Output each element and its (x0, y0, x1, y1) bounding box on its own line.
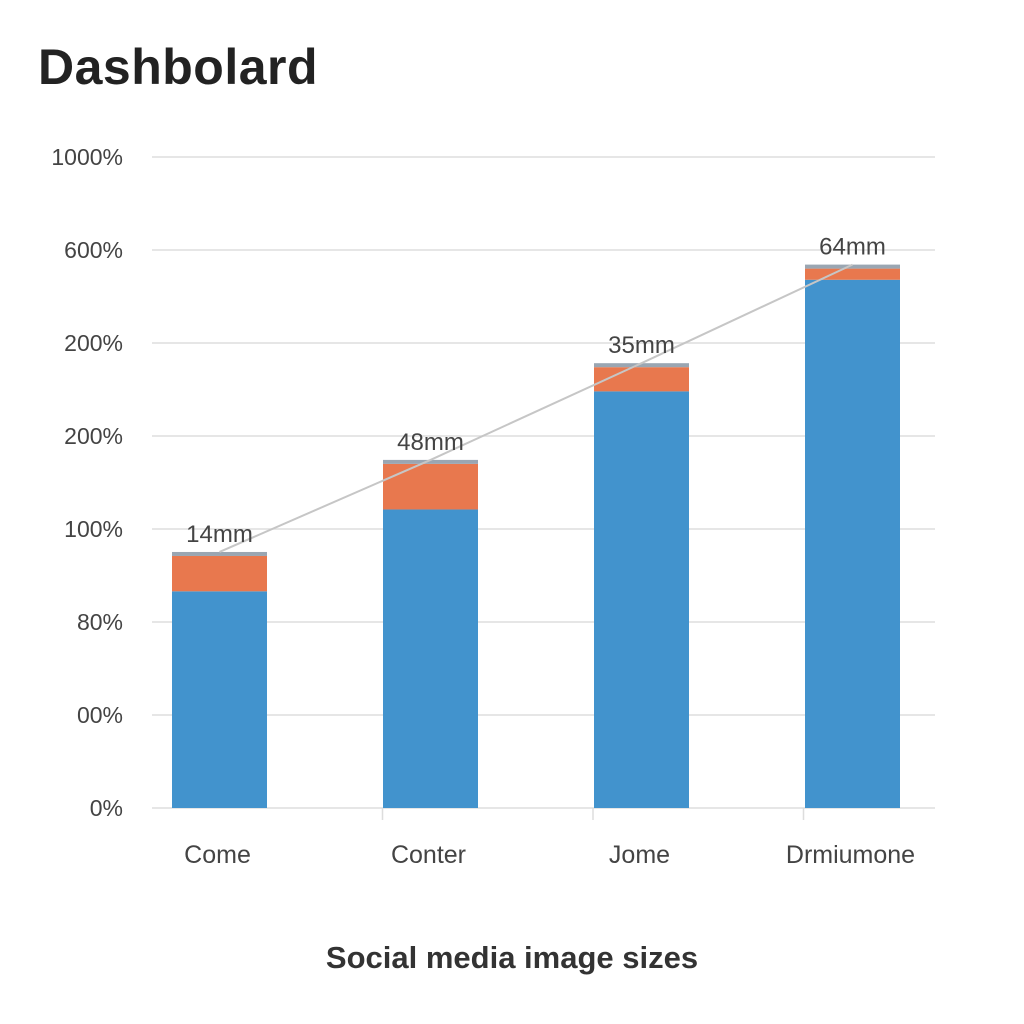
bar-segment-secondary (383, 463, 478, 510)
gridlines (152, 156, 935, 820)
page-title: Dashbolard (38, 39, 319, 95)
y-tick-label: 200% (64, 423, 123, 449)
x-tick-label: Drmiumone (786, 841, 915, 869)
bar-segment-primary (594, 391, 689, 808)
bar-segment-secondary (805, 268, 900, 280)
bar-cap (594, 363, 689, 368)
y-tick-label: 100% (64, 516, 123, 542)
y-tick-label: 0% (90, 795, 123, 821)
bar-cap (172, 551, 267, 556)
x-axis-tick-labels: Come Conter Jome Drmiumone (184, 841, 915, 869)
bar-segment-secondary (172, 555, 267, 592)
bar-segment-primary (383, 509, 478, 808)
y-axis-tick-labels: 0% 00% 80% 100% 200% 200% 600% 1000% (51, 144, 123, 821)
trend-line-path (219, 263, 853, 553)
y-tick-label: 80% (77, 609, 123, 635)
x-tick-label: Jome (609, 841, 670, 869)
data-label: 35mm (608, 332, 675, 359)
data-labels: 14mm 48mm 35mm 64mm (186, 234, 886, 548)
x-tick-label: Come (184, 841, 251, 869)
data-label: 14mm (186, 521, 253, 548)
data-label: 64mm (819, 234, 886, 261)
y-tick-label: 200% (64, 330, 123, 356)
x-axis-title: Social media image sizes (326, 940, 698, 975)
bar-cap (805, 264, 900, 269)
y-tick-label: 1000% (51, 144, 123, 170)
y-tick-label: 600% (64, 237, 123, 263)
bars (172, 264, 900, 808)
y-tick-label: 00% (77, 702, 123, 728)
x-tick-label: Conter (391, 841, 466, 869)
bar-cap (383, 459, 478, 464)
bar-segment-secondary (594, 367, 689, 392)
data-label: 48mm (397, 429, 464, 456)
bar-segment-primary (172, 591, 267, 808)
bar-segment-primary (805, 279, 900, 808)
trend-line (219, 263, 853, 553)
